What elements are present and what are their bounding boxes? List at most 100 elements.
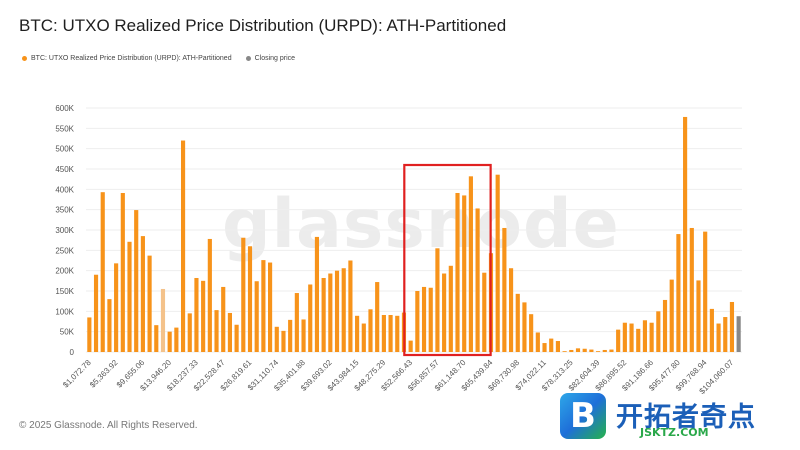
urpd-bar[interactable] [160,288,166,352]
urpd-bar[interactable] [348,260,353,353]
urpd-bar[interactable] [535,332,540,352]
urpd-bar[interactable] [234,324,239,352]
urpd-bar[interactable] [421,286,427,352]
urpd-bar[interactable] [428,287,433,352]
urpd-bar[interactable] [656,311,661,352]
urpd-bar[interactable] [120,192,125,352]
urpd-bar[interactable] [107,299,112,352]
urpd-bar[interactable] [321,277,326,352]
urpd-bar[interactable] [328,273,333,352]
urpd-bar[interactable] [549,338,554,352]
urpd-bar[interactable] [582,348,587,352]
urpd-bar[interactable] [515,293,520,352]
urpd-bar[interactable] [522,302,527,352]
urpd-bar[interactable] [495,174,500,352]
urpd-bar[interactable] [201,280,206,352]
urpd-bar[interactable] [247,246,253,352]
urpd-bar[interactable] [214,310,219,352]
urpd-bar[interactable] [703,231,708,352]
urpd-bar[interactable] [609,349,614,352]
urpd-bar[interactable] [683,116,688,353]
urpd-bar[interactable] [455,192,460,352]
urpd-bar[interactable] [207,238,212,352]
urpd-bar[interactable] [375,282,380,352]
urpd-bar[interactable] [361,323,366,352]
urpd-bar[interactable] [301,319,306,352]
urpd-bar[interactable] [676,234,681,352]
urpd-bar[interactable] [154,325,159,352]
urpd-bar[interactable] [529,314,534,352]
urpd-bar[interactable] [596,351,601,352]
urpd-bar[interactable] [140,236,145,352]
urpd-bar[interactable] [589,349,594,352]
urpd-bar[interactable] [334,270,340,352]
urpd-bar[interactable] [723,317,728,352]
urpd-bar[interactable] [448,265,453,352]
urpd-bar[interactable] [689,227,694,352]
urpd-bar[interactable] [616,329,621,352]
urpd-bar[interactable] [569,349,574,352]
urpd-bar[interactable] [174,327,179,352]
legend-item-urpd[interactable]: BTC: UTXO Realized Price Distribution (U… [22,55,232,62]
urpd-bar[interactable] [254,281,259,352]
urpd-bar[interactable] [274,326,279,352]
legend-item-closing-price[interactable]: Closing price [245,55,295,62]
urpd-bar[interactable] [555,341,560,352]
urpd-bar[interactable] [241,237,246,352]
urpd-bar[interactable] [435,248,440,352]
urpd-bar[interactable] [314,236,320,352]
urpd-bar[interactable] [147,255,152,352]
urpd-bar[interactable] [408,340,413,352]
urpd-bar[interactable] [308,284,313,352]
urpd-bar[interactable] [381,314,386,352]
y-tick-label: 500K [55,145,74,154]
urpd-bar[interactable] [268,262,273,352]
urpd-bar[interactable] [669,279,674,352]
urpd-bar[interactable] [341,268,346,352]
urpd-bar[interactable] [180,140,186,352]
urpd-bar[interactable] [462,195,467,352]
urpd-bar[interactable] [649,322,654,352]
urpd-bar[interactable] [167,331,172,352]
urpd-bar[interactable] [288,319,293,352]
urpd-bar[interactable] [502,227,507,352]
urpd-bar[interactable] [93,274,99,352]
urpd-bar[interactable] [709,308,714,352]
gridlines [86,107,742,353]
urpd-bar[interactable] [442,273,447,352]
urpd-bar[interactable] [508,268,514,352]
urpd-bar[interactable] [281,330,286,352]
urpd-bar[interactable] [395,315,400,352]
urpd-bar[interactable] [261,260,266,352]
urpd-bar[interactable] [602,349,607,352]
urpd-bar[interactable] [468,176,473,352]
urpd-bar[interactable] [368,309,373,352]
urpd-bar[interactable] [100,192,105,352]
urpd-bar[interactable] [642,320,648,352]
urpd-bar[interactable] [127,241,132,352]
urpd-bar[interactable] [716,323,721,352]
urpd-bar[interactable] [729,301,735,352]
urpd-bar[interactable] [187,313,192,352]
urpd-bar[interactable] [294,293,299,352]
urpd-bar[interactable] [415,291,420,352]
closing-price-bar[interactable] [736,316,741,352]
urpd-bar[interactable] [388,314,393,352]
urpd-bar[interactable] [482,272,487,352]
urpd-bar[interactable] [194,277,199,352]
urpd-bar[interactable] [696,280,701,352]
urpd-bar[interactable] [475,208,480,352]
urpd-bar[interactable] [622,322,627,352]
urpd-bar[interactable] [227,312,232,352]
urpd-bar[interactable] [134,210,139,352]
urpd-bar[interactable] [562,351,567,352]
urpd-bar[interactable] [662,299,668,352]
urpd-bar[interactable] [542,343,547,352]
urpd-bar[interactable] [221,286,226,352]
urpd-bar[interactable] [114,263,119,352]
urpd-bar[interactable] [87,317,92,352]
urpd-bar[interactable] [636,328,641,352]
urpd-bar[interactable] [355,315,360,352]
urpd-bar[interactable] [575,348,581,352]
urpd-bar[interactable] [629,323,634,352]
